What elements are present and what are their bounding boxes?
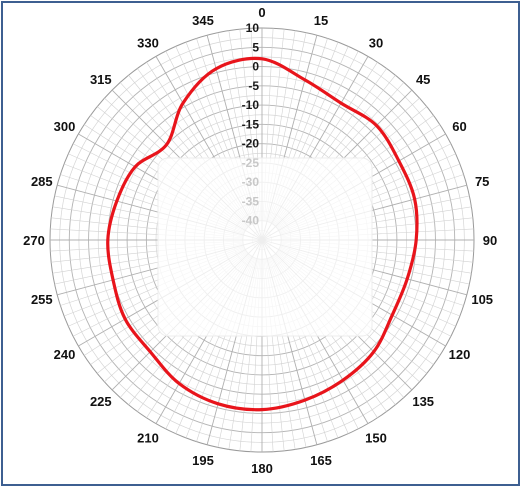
angle-tick-label: 300 <box>54 119 76 134</box>
radial-tick-label: -5 <box>248 79 259 93</box>
angle-tick-label: 180 <box>251 461 273 476</box>
radial-tick-label: 0 <box>252 60 259 74</box>
angle-tick-label: 60 <box>452 119 466 134</box>
angle-tick-label: 345 <box>192 13 214 28</box>
angle-tick-label: 0 <box>258 5 265 20</box>
angle-tick-label: 240 <box>54 347 76 362</box>
radial-tick-label: -15 <box>242 117 260 131</box>
angle-tick-label: 75 <box>475 174 489 189</box>
angle-tick-label: 195 <box>192 453 214 468</box>
radial-tick-label: -20 <box>242 137 260 151</box>
radial-tick-label: -10 <box>242 98 260 112</box>
angle-tick-label: 225 <box>90 394 112 409</box>
angle-tick-label: 30 <box>369 36 383 51</box>
radial-tick-label: 5 <box>252 40 259 54</box>
angle-tick-label: 90 <box>483 233 497 248</box>
angle-tick-label: 105 <box>471 292 493 307</box>
radial-tick-label: -25 <box>242 156 260 170</box>
angle-tick-label: 135 <box>412 394 434 409</box>
angle-tick-label: 315 <box>90 72 112 87</box>
radial-tick-label: -35 <box>242 195 260 209</box>
angle-tick-label: 15 <box>314 13 328 28</box>
radial-tick-label: -30 <box>242 175 260 189</box>
angle-tick-label: 330 <box>137 36 159 51</box>
angle-tick-label: 45 <box>416 72 430 87</box>
radial-tick-label: 10 <box>246 21 260 35</box>
center-overlay <box>157 157 373 337</box>
angle-tick-label: 285 <box>31 174 53 189</box>
angle-tick-label: 150 <box>365 431 387 446</box>
series-line <box>106 56 419 412</box>
angle-tick-label: 255 <box>31 292 53 307</box>
radial-tick-label: -40 <box>242 214 260 228</box>
angle-tick-label: 210 <box>137 431 159 446</box>
angle-tick-label: 120 <box>449 347 471 362</box>
angle-tick-label: 165 <box>310 453 332 468</box>
angle-tick-label: 270 <box>23 233 45 248</box>
